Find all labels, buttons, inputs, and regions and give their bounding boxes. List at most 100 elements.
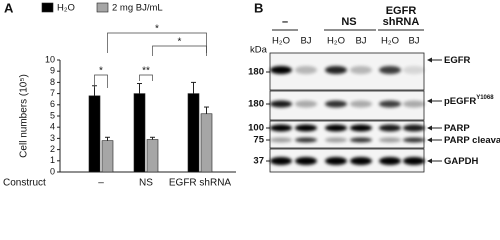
marker-label: 75: [253, 135, 264, 146]
significance-label: *: [99, 66, 103, 77]
blot-band: [295, 66, 317, 74]
blot-band: [325, 157, 347, 165]
protein-label: PARP cleavage: [444, 135, 500, 146]
blot-band: [379, 124, 401, 132]
protein-superscript: Y1068: [476, 95, 494, 101]
x-tick-label: NS: [139, 178, 153, 189]
panel-label: B: [254, 0, 263, 15]
lane-label: H₂O: [327, 36, 345, 47]
protein-arrowhead: [427, 158, 432, 164]
marker-label: 100: [248, 123, 264, 134]
blot-band: [270, 157, 292, 165]
protein-name: pEGFR: [444, 96, 476, 107]
y-tick-label: 10: [45, 54, 55, 64]
marker-label: 37: [253, 156, 264, 167]
significance-bracket: [107, 32, 207, 53]
blot-band: [295, 137, 317, 143]
protein-label: pEGFRY1068: [444, 95, 494, 107]
significance-label: *: [178, 37, 182, 48]
blot-band: [379, 100, 401, 108]
significance-label: *: [155, 24, 159, 35]
significance-bracket: [94, 74, 108, 88]
blot-membrane: [269, 52, 425, 91]
blot-band: [295, 100, 317, 108]
y-tick-label: 8: [50, 77, 55, 87]
y-tick-label: 6: [50, 99, 55, 109]
group-label: –: [282, 16, 288, 28]
significance-label: **: [142, 66, 150, 77]
blot-band: [403, 137, 425, 143]
blot-band: [295, 124, 317, 132]
protein-label: GAPDH: [444, 156, 478, 167]
blot-band: [350, 100, 372, 108]
bar: [101, 140, 114, 173]
blot-band: [403, 100, 425, 108]
lane-label: H₂O: [272, 36, 290, 47]
group-label-line: EGFR: [386, 5, 417, 17]
marker-unit: kDa: [250, 45, 268, 56]
bar: [133, 93, 146, 173]
blot-band: [270, 137, 292, 143]
blot-membrane: [269, 90, 425, 121]
blot-band: [295, 157, 317, 165]
blot-membrane: [269, 120, 425, 149]
y-tick-label: 5: [50, 110, 55, 120]
lane-label: BJ: [300, 36, 311, 47]
bar: [187, 93, 200, 173]
x-axis-title: Construct: [3, 178, 46, 189]
blot-band: [270, 66, 292, 74]
protein-arrowhead: [427, 57, 432, 63]
lane-label: H₂O: [381, 36, 399, 47]
protein-label: EGFR: [444, 55, 471, 66]
significance-bracket: [152, 45, 207, 56]
group-label-line: shRNA: [383, 16, 420, 28]
y-tick-label: 3: [50, 133, 55, 143]
bar: [88, 95, 101, 173]
protein-arrowhead: [427, 137, 432, 143]
panel-label: A: [4, 0, 14, 15]
blot-band: [379, 66, 401, 74]
blot-band: [379, 157, 401, 165]
bar: [146, 139, 159, 173]
significance-bracket: [139, 74, 153, 81]
blot-band: [325, 124, 347, 132]
x-tick-label: EGFR shRNA: [169, 178, 232, 189]
blot-band: [350, 124, 372, 132]
blot-band: [325, 100, 347, 108]
legend-label: H₂O: [57, 3, 75, 14]
blot-band: [325, 66, 347, 74]
bar: [200, 113, 213, 173]
blot-band: [270, 124, 292, 132]
protein-name: GAPDH: [444, 156, 478, 167]
y-tick-label: 2: [50, 144, 55, 154]
protein-name: PARP: [444, 123, 470, 134]
blot-band: [350, 137, 372, 143]
y-tick-label: 0: [50, 166, 55, 176]
blot-band: [350, 66, 372, 74]
legend-label: 2 mg BJ/mL: [112, 3, 163, 14]
legend-swatch: [41, 2, 54, 13]
lane-label: BJ: [355, 36, 366, 47]
protein-name: EGFR: [444, 55, 471, 66]
blot-band: [379, 137, 401, 143]
blot-band: [350, 157, 372, 165]
group-label: NS: [341, 16, 356, 28]
protein-arrowhead: [427, 125, 432, 131]
protein-arrowhead: [427, 98, 432, 104]
protein-name: PARP cleavage: [444, 135, 500, 146]
blot-band: [403, 157, 425, 165]
y-axis-title: Cell numbers (10⁵): [19, 74, 30, 158]
protein-label: PARP: [444, 123, 470, 134]
y-tick-label: 9: [50, 66, 55, 76]
marker-label: 180: [248, 99, 264, 110]
blot-band: [403, 66, 425, 74]
blot-band: [270, 100, 292, 108]
blot-band: [403, 124, 425, 132]
group-label: EGFR shRNA: [383, 5, 420, 28]
legend-swatch: [96, 2, 109, 13]
x-tick-label: –: [98, 178, 104, 189]
marker-label: 180: [248, 67, 264, 78]
y-tick-label: 7: [50, 88, 55, 98]
lane-label: BJ: [408, 36, 419, 47]
